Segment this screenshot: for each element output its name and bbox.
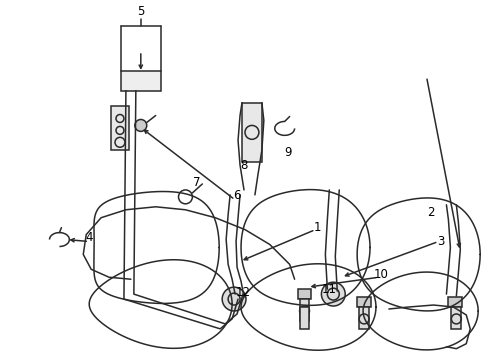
Text: 8: 8 (240, 159, 247, 172)
Circle shape (222, 287, 245, 311)
Text: 1: 1 (313, 221, 321, 234)
Bar (358, 307, 368, 329)
Text: 6: 6 (233, 189, 240, 202)
Bar (356, 297, 370, 307)
Bar (450, 307, 460, 329)
Bar (447, 297, 461, 307)
Bar (297, 289, 311, 299)
Bar (242, 103, 262, 162)
Text: 7: 7 (192, 176, 200, 189)
Text: 11: 11 (321, 283, 336, 296)
Bar (299, 307, 309, 329)
Text: 2: 2 (426, 206, 433, 219)
Circle shape (135, 120, 146, 131)
Circle shape (321, 282, 345, 306)
Text: 9: 9 (284, 146, 291, 159)
Bar (111, 105, 129, 150)
Bar (121, 71, 161, 91)
Text: 4: 4 (85, 231, 93, 244)
Text: 12: 12 (235, 285, 250, 299)
Text: 3: 3 (436, 235, 443, 248)
Text: 10: 10 (373, 268, 387, 281)
Text: 5: 5 (137, 5, 144, 18)
Bar (299, 299, 309, 321)
